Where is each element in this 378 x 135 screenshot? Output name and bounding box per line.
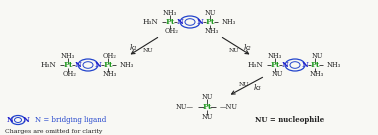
- Text: k₁: k₁: [129, 44, 137, 52]
- Text: OH₂: OH₂: [103, 52, 117, 60]
- Text: H₃N: H₃N: [40, 61, 56, 69]
- Text: OH₂: OH₂: [165, 27, 179, 35]
- Text: k₂: k₂: [244, 44, 252, 52]
- Text: NU: NU: [143, 48, 153, 53]
- Text: NH₃: NH₃: [61, 52, 75, 60]
- Text: Pt: Pt: [103, 61, 113, 69]
- Text: Pt: Pt: [270, 61, 280, 69]
- Text: —NU: —NU: [220, 103, 238, 111]
- Text: N = bridging ligand: N = bridging ligand: [35, 116, 106, 124]
- Text: k₃: k₃: [254, 84, 262, 92]
- Text: H₃N: H₃N: [142, 18, 158, 26]
- Text: NH₃: NH₃: [222, 18, 236, 26]
- Text: NH₃: NH₃: [327, 61, 341, 69]
- Text: NH₃: NH₃: [163, 9, 177, 17]
- Text: H₃N: H₃N: [247, 61, 263, 69]
- Text: N: N: [177, 18, 183, 26]
- Text: Pt: Pt: [165, 18, 175, 26]
- Text: Pt: Pt: [205, 18, 215, 26]
- Text: Charges are omitted for clarity: Charges are omitted for clarity: [5, 129, 102, 134]
- Text: N: N: [302, 61, 308, 69]
- Text: NU: NU: [201, 113, 213, 121]
- Text: NH₃: NH₃: [120, 61, 134, 69]
- Text: NU = nucleophile: NU = nucleophile: [255, 116, 324, 124]
- Text: N: N: [94, 61, 101, 69]
- Text: Pt: Pt: [63, 61, 73, 69]
- Text: N: N: [6, 116, 14, 124]
- Text: N: N: [197, 18, 203, 26]
- Text: Pt: Pt: [202, 103, 212, 111]
- Text: NU: NU: [239, 82, 249, 87]
- Text: NU: NU: [204, 9, 216, 17]
- Text: OH₂: OH₂: [63, 70, 77, 78]
- Text: Pt: Pt: [310, 61, 320, 69]
- Text: N: N: [23, 116, 29, 124]
- Text: NH₃: NH₃: [205, 27, 219, 35]
- Text: NH₃: NH₃: [103, 70, 117, 78]
- Text: N: N: [74, 61, 81, 69]
- Text: NH₃: NH₃: [310, 70, 324, 78]
- Text: NU—: NU—: [176, 103, 194, 111]
- Text: NU: NU: [271, 70, 283, 78]
- Text: NU: NU: [229, 48, 239, 53]
- Text: N: N: [282, 61, 288, 69]
- Text: NU: NU: [311, 52, 323, 60]
- Text: NH₃: NH₃: [268, 52, 282, 60]
- Text: NU: NU: [201, 93, 213, 101]
